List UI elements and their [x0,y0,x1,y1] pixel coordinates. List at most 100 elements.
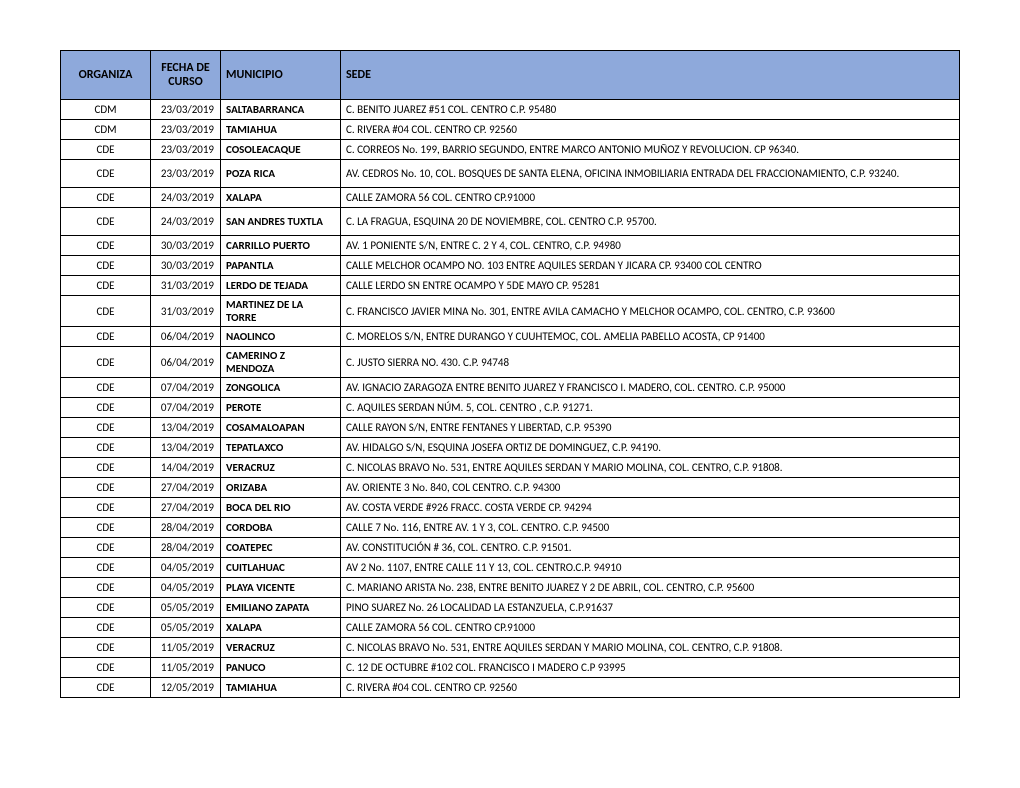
table-row: CDE13/04/2019TEPATLAXCOAV. HIDALGO S/N, … [61,438,960,458]
table-row: CDE11/05/2019PANUCOC. 12 DE OCTUBRE #102… [61,658,960,678]
cell-organiza: CDE [61,598,151,618]
cell-fecha: 14/04/2019 [151,458,221,478]
cell-organiza: CDE [61,538,151,558]
cell-organiza: CDE [61,498,151,518]
cell-sede: CALLE MELCHOR OCAMPO NO. 103 ENTRE AQUIL… [341,256,960,276]
cell-fecha: 23/03/2019 [151,140,221,160]
cell-organiza: CDE [61,276,151,296]
cell-organiza: CDE [61,558,151,578]
cell-sede: AV. COSTA VERDE #926 FRACC. COSTA VERDE … [341,498,960,518]
cell-fecha: 31/03/2019 [151,276,221,296]
cell-municipio: TAMIAHUA [221,120,341,140]
cell-municipio: VERACRUZ [221,458,341,478]
cell-organiza: CDE [61,438,151,458]
cell-municipio: SAN ANDRES TUXTLA [221,208,341,236]
cell-fecha: 04/05/2019 [151,578,221,598]
table-row: CDE28/04/2019COATEPECAV. CONSTITUCIÓN # … [61,538,960,558]
cell-municipio: XALAPA [221,618,341,638]
cell-fecha: 30/03/2019 [151,236,221,256]
cell-fecha: 23/03/2019 [151,100,221,120]
table-row: CDE31/03/2019LERDO DE TEJADACALLE LERDO … [61,276,960,296]
cell-fecha: 13/04/2019 [151,418,221,438]
cell-sede: C. MARIANO ARISTA No. 238, ENTRE BENITO … [341,578,960,598]
table-row: CDE23/03/2019POZA RICAAV. CEDROS No. 10,… [61,160,960,188]
cell-fecha: 24/03/2019 [151,188,221,208]
cell-municipio: MARTINEZ DE LA TORRE [221,296,341,327]
cell-fecha: 13/04/2019 [151,438,221,458]
cell-sede: C. FRANCISCO JAVIER MINA No. 301, ENTRE … [341,296,960,327]
table-body: CDM23/03/2019SALTABARRANCAC. BENITO JUAR… [61,100,960,698]
table-header: ORGANIZA FECHA DE CURSO MUNICIPIO SEDE [61,51,960,100]
cell-sede: PINO SUAREZ No. 26 LOCALIDAD LA ESTANZUE… [341,598,960,618]
table-row: CDE30/03/2019PAPANTLACALLE MELCHOR OCAMP… [61,256,960,276]
cell-organiza: CDE [61,518,151,538]
cell-fecha: 07/04/2019 [151,378,221,398]
cell-sede: AV. CEDROS No. 10, COL. BOSQUES DE SANTA… [341,160,960,188]
table-row: CDE27/04/2019BOCA DEL RIOAV. COSTA VERDE… [61,498,960,518]
cell-fecha: 23/03/2019 [151,120,221,140]
header-fecha: FECHA DE CURSO [151,51,221,100]
cell-municipio: EMILIANO ZAPATA [221,598,341,618]
cell-sede: C. AQUILES SERDAN NÚM. 5, COL. CENTRO , … [341,398,960,418]
cell-sede: AV. ORIENTE 3 No. 840, COL CENTRO. C.P. … [341,478,960,498]
cell-municipio: TEPATLAXCO [221,438,341,458]
cell-sede: C. JUSTO SIERRA NO. 430. C.P. 94748 [341,347,960,378]
cell-sede: AV. IGNACIO ZARAGOZA ENTRE BENITO JUAREZ… [341,378,960,398]
table-row: CDE27/04/2019ORIZABAAV. ORIENTE 3 No. 84… [61,478,960,498]
table-row: CDE04/05/2019PLAYA VICENTEC. MARIANO ARI… [61,578,960,598]
cell-organiza: CDE [61,296,151,327]
cell-sede: AV 2 No. 1107, ENTRE CALLE 11 Y 13, COL.… [341,558,960,578]
schedule-table: ORGANIZA FECHA DE CURSO MUNICIPIO SEDE C… [60,50,960,698]
cell-sede: CALLE ZAMORA 56 COL. CENTRO CP.91000 [341,188,960,208]
cell-sede: CALLE RAYON S/N, ENTRE FENTANES Y LIBERT… [341,418,960,438]
table-row: CDE24/03/2019SAN ANDRES TUXTLAC. LA FRAG… [61,208,960,236]
cell-municipio: VERACRUZ [221,638,341,658]
cell-sede: C. CORREOS No. 199, BARRIO SEGUNDO, ENTR… [341,140,960,160]
cell-municipio: POZA RICA [221,160,341,188]
cell-municipio: ZONGOLICA [221,378,341,398]
header-sede: SEDE [341,51,960,100]
cell-municipio: CAMERINO Z MENDOZA [221,347,341,378]
cell-organiza: CDE [61,658,151,678]
cell-fecha: 28/04/2019 [151,518,221,538]
cell-municipio: NAOLINCO [221,327,341,347]
cell-municipio: PAPANTLA [221,256,341,276]
cell-organiza: CDE [61,378,151,398]
cell-sede: CALLE 7 No. 116, ENTRE AV. 1 Y 3, COL. C… [341,518,960,538]
cell-fecha: 24/03/2019 [151,208,221,236]
cell-municipio: PLAYA VICENTE [221,578,341,598]
cell-fecha: 06/04/2019 [151,327,221,347]
cell-municipio: COATEPEC [221,538,341,558]
cell-municipio: COSOLEACAQUE [221,140,341,160]
cell-fecha: 12/05/2019 [151,678,221,698]
table-row: CDM23/03/2019TAMIAHUAC. RIVERA #04 COL. … [61,120,960,140]
cell-municipio: ORIZABA [221,478,341,498]
cell-organiza: CDE [61,236,151,256]
header-municipio: MUNICIPIO [221,51,341,100]
cell-organiza: CDE [61,398,151,418]
cell-municipio: CUITLAHUAC [221,558,341,578]
cell-organiza: CDE [61,140,151,160]
table-row: CDE06/04/2019NAOLINCOC. MORELOS S/N, ENT… [61,327,960,347]
cell-organiza: CDE [61,678,151,698]
cell-fecha: 05/05/2019 [151,618,221,638]
cell-organiza: CDE [61,208,151,236]
cell-fecha: 06/04/2019 [151,347,221,378]
cell-municipio: TAMIAHUA [221,678,341,698]
cell-fecha: 11/05/2019 [151,658,221,678]
table-row: CDE06/04/2019CAMERINO Z MENDOZAC. JUSTO … [61,347,960,378]
table-row: CDE24/03/2019XALAPACALLE ZAMORA 56 COL. … [61,188,960,208]
cell-sede: AV. HIDALGO S/N, ESQUINA JOSEFA ORTIZ DE… [341,438,960,458]
table-row: CDE14/04/2019VERACRUZC. NICOLAS BRAVO No… [61,458,960,478]
cell-fecha: 30/03/2019 [151,256,221,276]
cell-organiza: CDE [61,638,151,658]
table-row: CDE04/05/2019CUITLAHUACAV 2 No. 1107, EN… [61,558,960,578]
cell-sede: AV. 1 PONIENTE S/N, ENTRE C. 2 Y 4, COL.… [341,236,960,256]
cell-fecha: 27/04/2019 [151,478,221,498]
cell-sede: AV. CONSTITUCIÓN # 36, COL. CENTRO. C.P.… [341,538,960,558]
cell-organiza: CDE [61,478,151,498]
cell-fecha: 07/04/2019 [151,398,221,418]
cell-municipio: COSAMALOAPAN [221,418,341,438]
cell-fecha: 04/05/2019 [151,558,221,578]
table-row: CDE28/04/2019CORDOBACALLE 7 No. 116, ENT… [61,518,960,538]
